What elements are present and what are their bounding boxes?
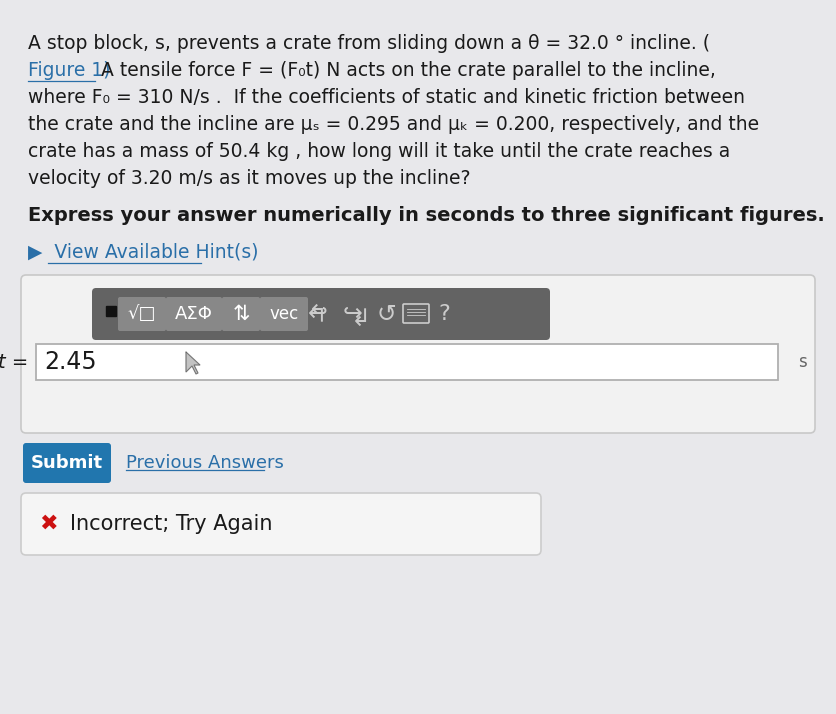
FancyBboxPatch shape (166, 297, 222, 331)
Text: ✖: ✖ (38, 514, 58, 534)
FancyBboxPatch shape (36, 344, 778, 380)
Text: Incorrect; Try Again: Incorrect; Try Again (70, 514, 273, 534)
FancyBboxPatch shape (222, 297, 260, 331)
FancyBboxPatch shape (92, 288, 550, 340)
Text: Figure 1): Figure 1) (28, 61, 110, 80)
Bar (106, 306, 116, 316)
Text: velocity of 3.20 m/s as it moves up the incline?: velocity of 3.20 m/s as it moves up the … (28, 169, 471, 188)
Text: A stop block, s, prevents a crate from sliding down a θ = 32.0 ° incline. (: A stop block, s, prevents a crate from s… (28, 34, 710, 53)
Text: ↪: ↪ (342, 302, 362, 326)
FancyBboxPatch shape (23, 443, 111, 483)
Text: ▶  View Available Hint(s): ▶ View Available Hint(s) (28, 243, 258, 262)
FancyBboxPatch shape (118, 297, 166, 331)
Text: Submit: Submit (31, 454, 103, 472)
Text: where F₀ = 310 N/s .  If the coefficients of static and kinetic friction between: where F₀ = 310 N/s . If the coefficients… (28, 88, 745, 107)
Polygon shape (186, 352, 200, 374)
FancyBboxPatch shape (21, 275, 815, 433)
Text: ↱: ↱ (342, 302, 362, 326)
Text: crate has a mass of 50.4 kg , how long will it take until the crate reaches a: crate has a mass of 50.4 kg , how long w… (28, 142, 731, 161)
Text: vec: vec (269, 305, 298, 323)
Text: ↩: ↩ (308, 302, 328, 326)
Text: Previous Answers: Previous Answers (126, 454, 284, 472)
Text: 2.45: 2.45 (44, 350, 97, 374)
Text: A tensile force F = (F₀t) N acts on the crate parallel to the incline,: A tensile force F = (F₀t) N acts on the … (95, 61, 716, 80)
Text: AΣΦ: AΣΦ (175, 305, 213, 323)
Text: ⇅: ⇅ (232, 304, 250, 324)
Text: ?: ? (438, 304, 450, 324)
FancyBboxPatch shape (21, 493, 541, 555)
Text: ↺: ↺ (376, 302, 396, 326)
Text: ↰: ↰ (308, 302, 328, 326)
Text: s: s (798, 353, 807, 371)
Text: the crate and the incline are μₛ = 0.295 and μₖ = 0.200, respectively, and the: the crate and the incline are μₛ = 0.295… (28, 115, 759, 134)
FancyBboxPatch shape (260, 297, 308, 331)
Text: t =: t = (0, 353, 34, 371)
Text: Express your answer numerically in seconds to three significant figures.: Express your answer numerically in secon… (28, 206, 825, 225)
Text: √□: √□ (128, 305, 156, 323)
